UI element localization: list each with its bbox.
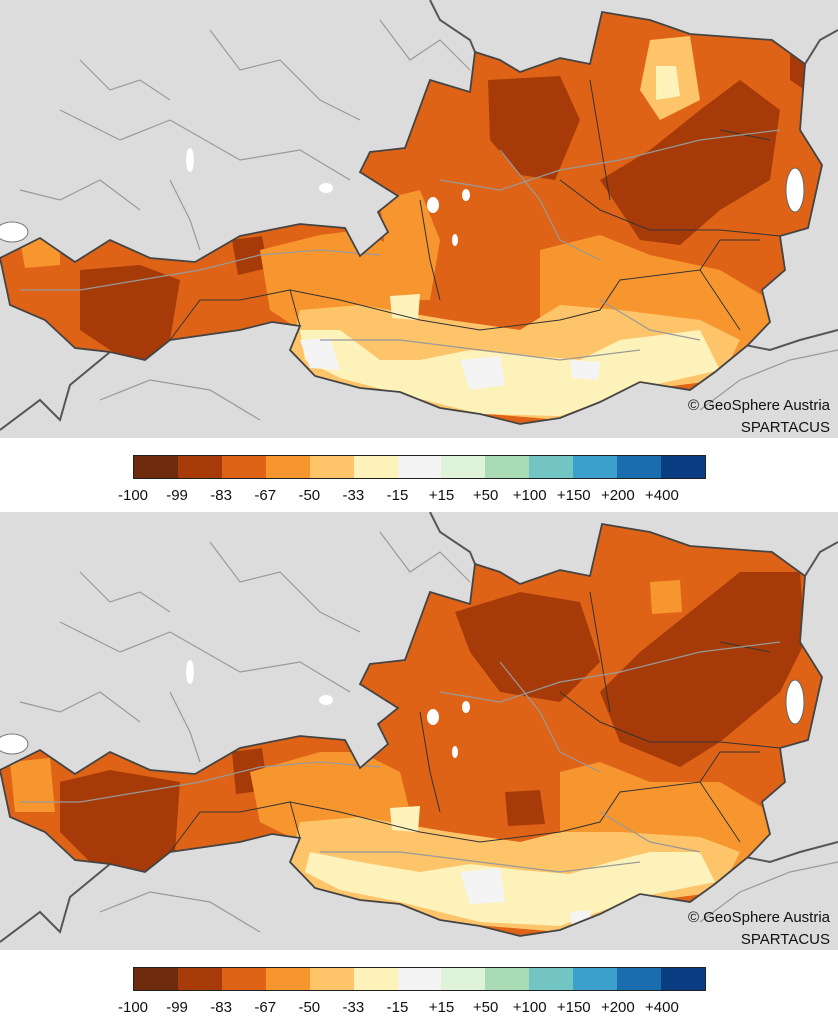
legend-swatch [265,456,310,478]
legend-swatch [529,456,574,478]
legend-swatch [661,456,705,478]
legend-tick-label: -33 [342,999,365,1016]
legend-tick-label: -15 [386,999,409,1016]
precipitation-anomaly-map-bottom: © GeoSphere Austria SPARTACUS [0,512,838,950]
legend-tick-label: +200 [600,487,635,504]
color-legend-labels: -100 -99 -83 -67 -50 -33 -15 +15 +50 +100 +150 +200… [0,487,838,507]
legend-swatch [573,968,618,990]
legend-tick-label: +150 [556,487,591,504]
legend-swatch [661,968,705,990]
color-legend-bar [133,967,706,991]
legend-tick-label: -50 [298,487,321,504]
legend-swatch [529,968,574,990]
dataset-label: SPARTACUS [740,931,830,948]
legend-swatch [309,456,354,478]
legend-swatch [617,968,662,990]
legend-tick-label: -33 [342,487,365,504]
color-legend-labels: -100 -99 -83 -67 -50 -33 -15 +15 +50 +100 +150 +200… [0,999,838,1019]
map-canvas-bottom [0,512,838,950]
legend-tick-label: -67 [254,999,277,1016]
legend-tick-label: +15 [428,487,455,504]
legend-swatch [177,456,222,478]
legend-swatch [353,456,398,478]
legend-swatch [485,968,530,990]
precipitation-anomaly-map-top: © GeoSphere Austria SPARTACUS [0,0,838,438]
legend-swatch [221,456,266,478]
map-panel-bottom: © GeoSphere Austria SPARTACUS -100 -99 -83… [0,512,838,1024]
legend-swatch [134,456,178,478]
legend-swatch [485,456,530,478]
legend-tick-label: -83 [210,487,232,504]
legend-swatch [353,968,398,990]
color-legend-bar [133,455,706,479]
map-canvas-top [0,0,838,438]
legend-swatch [177,968,222,990]
legend-swatch [441,968,486,990]
legend-tick-label: -99 [166,487,188,504]
legend-tick-label: -100 [117,999,149,1016]
legend-tick-label: -83 [210,999,232,1016]
legend-tick-label: +15 [428,999,455,1016]
map-panel-top: © GeoSphere Austria SPARTACUS -100 -99 -83… [0,0,838,507]
legend-swatch [573,456,618,478]
legend-tick-label: -67 [254,487,277,504]
legend-swatch [617,456,662,478]
legend-tick-label: -50 [298,999,321,1016]
legend-tick-label: +400 [645,999,679,1016]
copyright-label: © GeoSphere Austria [688,397,830,414]
legend-swatch [221,968,266,990]
legend-swatch [265,968,310,990]
legend-tick-label: -15 [386,487,409,504]
legend-tick-label: +150 [556,999,591,1016]
legend-tick-label: +50 [472,487,499,504]
legend-tick-label: +100 [512,487,547,504]
legend-swatch [134,968,178,990]
legend-tick-label: +200 [600,999,635,1016]
dataset-label: SPARTACUS [740,419,830,436]
legend-tick-label: +50 [472,999,499,1016]
legend-tick-label: -99 [166,999,188,1016]
legend-swatch [441,456,486,478]
legend-tick-label: -100 [117,487,149,504]
legend-swatch [397,968,442,990]
copyright-label: © GeoSphere Austria [688,909,830,926]
legend-swatch [397,456,442,478]
legend-swatch [309,968,354,990]
legend-tick-label: +100 [512,999,547,1016]
legend-tick-label: +400 [645,487,679,504]
